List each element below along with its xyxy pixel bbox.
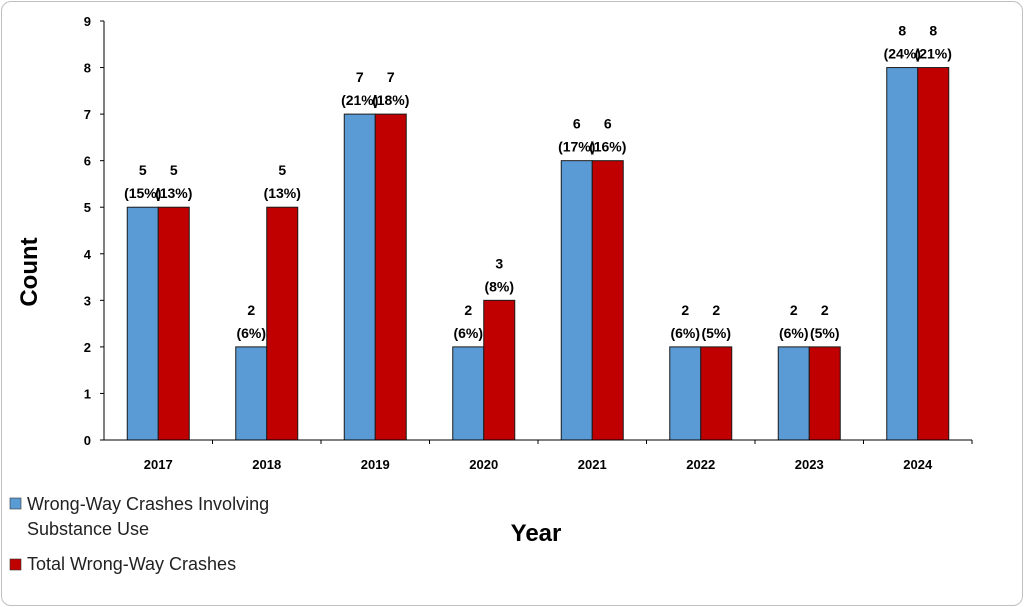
data-label-value: 2 [464, 302, 472, 318]
x-tick-label: 2022 [686, 457, 715, 472]
bar-total [483, 299, 516, 441]
data-label-percent: (13%) [155, 185, 192, 201]
data-label-percent: (6%) [779, 325, 809, 341]
data-label-value: 2 [681, 302, 689, 318]
bar-total [591, 160, 624, 441]
x-axis: 2017 2018 2019 2020 2021 2022 2023 2024 [104, 439, 973, 472]
legend-swatch-total [9, 558, 22, 571]
bar-total [808, 346, 841, 441]
data-label-percent: (5%) [701, 325, 731, 341]
data-label-percent: (15%) [124, 185, 161, 201]
bar-substance-use [886, 67, 919, 441]
x-tick-label: 2020 [469, 457, 498, 472]
data-label-value: 8 [929, 23, 937, 39]
bar-substance-use [126, 206, 159, 441]
data-label-percent: (16%) [589, 139, 626, 155]
x-tick-label: 2021 [578, 457, 607, 472]
y-tick-label: 3 [84, 293, 91, 308]
y-axis: 0 1 2 3 4 5 6 7 8 9 [84, 14, 105, 448]
bar-total [266, 206, 299, 441]
data-label-value: 2 [247, 302, 255, 318]
y-tick-label: 0 [84, 433, 91, 448]
x-tick-label: 2023 [795, 457, 824, 472]
y-tick-label: 6 [84, 154, 91, 169]
y-tick-label: 7 [84, 107, 91, 122]
data-label-value: 8 [898, 23, 906, 39]
bar-total [157, 206, 190, 441]
y-tick-label: 1 [84, 386, 91, 401]
data-label-value: 3 [495, 255, 503, 271]
data-label-value: 2 [712, 302, 720, 318]
data-label-percent: (13%) [264, 185, 301, 201]
x-tick-label: 2017 [144, 457, 173, 472]
data-label-percent: (21%) [341, 92, 378, 108]
data-label-value: 5 [170, 162, 178, 178]
data-label-value: 7 [356, 69, 364, 85]
bar-total [917, 67, 950, 441]
bars-layer [126, 67, 950, 441]
bar-substance-use [560, 160, 593, 441]
data-label-value: 6 [573, 116, 581, 132]
x-axis-title: Year [511, 520, 562, 547]
data-label-value: 2 [790, 302, 798, 318]
x-tick-label: 2024 [903, 457, 933, 472]
bar-substance-use [669, 346, 702, 441]
x-tick-label: 2018 [252, 457, 281, 472]
bar-substance-use [452, 346, 485, 441]
data-labels-layer: 5 (15%) 5 (13%) 2 (6%) 5 (13%) 7 (21%) 7 (18%) 2 (6%)… [124, 23, 952, 341]
legend-label-substance-use-line2: Substance Use [27, 519, 149, 539]
legend-swatch-substance-use [9, 497, 22, 510]
x-tick-label: 2019 [361, 457, 390, 472]
data-label-percent: (6%) [453, 325, 483, 341]
data-label-percent: (6%) [236, 325, 266, 341]
legend: Wrong-Way Crashes Involving Substance Us… [9, 494, 269, 574]
data-label-value: 2 [821, 302, 829, 318]
bar-total [374, 113, 407, 441]
y-axis-title: Count [16, 237, 43, 306]
legend-label-substance-use-line1: Wrong-Way Crashes Involving [27, 494, 269, 514]
data-label-value: 5 [139, 162, 147, 178]
bar-substance-use [777, 346, 810, 441]
data-label-percent: (5%) [810, 325, 840, 341]
legend-label-total: Total Wrong-Way Crashes [27, 554, 236, 574]
data-label-value: 7 [387, 69, 395, 85]
bar-total [700, 346, 733, 441]
data-label-value: 6 [604, 116, 612, 132]
y-tick-label: 5 [84, 200, 91, 215]
data-label-percent: (6%) [670, 325, 700, 341]
y-tick-label: 8 [84, 61, 91, 76]
data-label-value: 5 [278, 162, 286, 178]
data-label-percent: (24%) [884, 46, 921, 62]
y-tick-label: 9 [84, 14, 91, 29]
bar-substance-use [343, 113, 376, 441]
data-label-percent: (21%) [915, 46, 952, 62]
data-label-percent: (18%) [372, 92, 409, 108]
bar-substance-use [235, 346, 268, 441]
y-tick-label: 4 [84, 247, 92, 262]
data-label-percent: (17%) [558, 139, 595, 155]
data-label-percent: (8%) [484, 278, 514, 294]
y-tick-label: 2 [84, 340, 91, 355]
